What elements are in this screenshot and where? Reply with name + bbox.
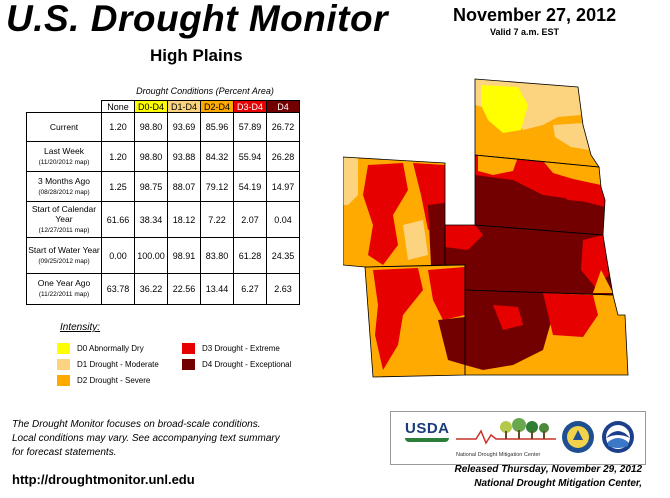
table-row: One Year Ago (11/22/2011 map) 63.78 36.22… [26,273,300,305]
valid-time: Valid 7 a.m. EST [490,27,560,37]
table-cell: 26.28 [266,141,300,172]
table-cell: 1.20 [101,141,135,172]
table-cell: 57.89 [233,112,267,142]
tree-logo-icon [456,418,556,445]
row-label: Last Week (11/20/2012 map) [26,141,102,172]
column-header-d4: D4 [266,100,300,113]
row-label: One Year Ago (11/22/2011 map) [26,273,102,305]
table-cell: 1.20 [101,112,135,142]
table-cell: 18.12 [167,201,201,238]
table-cell: 63.78 [101,273,135,305]
state-colorado [365,265,465,377]
legend-swatch [182,343,195,354]
usda-logo: USDA [405,420,449,450]
legend-item-d0: D0 Abnormally Dry [57,343,144,354]
table-cell: 36.22 [134,273,168,305]
column-header-none: None [101,100,135,113]
table-cell: 22.56 [167,273,201,305]
commerce-seal-icon [562,421,594,453]
page-title: U.S. Drought Monitor [6,0,388,39]
column-header-d0-d4: D0-D4 [134,100,168,113]
region-title: High Plains [150,46,243,65]
table-cell: 54.19 [233,171,267,202]
state-south-dakota [475,155,605,235]
legend-swatch [182,359,195,370]
table-cell: 83.80 [200,237,234,274]
table-cell: 84.32 [200,141,234,172]
table-cell: 98.80 [134,112,168,142]
table-cell: 88.07 [167,171,201,202]
row-label: Start of Water Year (09/25/2012 map) [26,237,102,274]
table-row: 3 Months Ago (08/28/2012 map) 1.25 98.75 … [26,171,300,202]
legend-item-d3: D3 Drought - Extreme [182,343,280,354]
table-cell: 100.00 [134,237,168,274]
state-north-dakota [475,79,599,167]
table-cell: 14.97 [266,171,300,202]
table-header-row: None D0-D4 D1-D4 D2-D4 D3-D4 D4 [26,100,300,113]
table-cell: 61.66 [101,201,135,238]
table-cell: 98.75 [134,171,168,202]
legend-item-d2: D2 Drought - Severe [57,375,150,386]
table-row: Start of Water Year (09/25/2012 map) 0.00… [26,237,300,274]
state-borders [343,78,629,378]
ndmc-logo: National Drought Mitigation Center [456,417,556,459]
table-cell: 2.07 [233,201,267,238]
state-wyoming [343,157,445,267]
legend-item-d1: D1 Drought - Moderate [57,359,159,370]
legend-swatch [57,343,70,354]
table-cell: 1.25 [101,171,135,202]
table-cell: 2.63 [266,273,300,305]
table-cell: 0.00 [101,237,135,274]
table-cell: 79.12 [200,171,234,202]
column-header-d3-d4: D3-D4 [233,100,267,113]
table-cell: 24.35 [266,237,300,274]
legend-label: D1 Drought - Moderate [77,360,159,369]
table-cell: 0.04 [266,201,300,238]
legend-title: Intensity: [60,322,101,333]
table-cell: 38.34 [134,201,168,238]
legend-label: D3 Drought - Extreme [202,344,280,353]
table-cell: 93.69 [167,112,201,142]
table-cell: 13.44 [200,273,234,305]
row-label: Current [26,112,102,142]
table-cell: 93.88 [167,141,201,172]
table-row: Start of Calendar Year (12/27/2011 map) 6… [26,201,300,238]
disclaimer-text: The Drought Monitor focuses on broad-sca… [12,419,280,458]
state-kansas [465,290,628,375]
table-cell: 55.94 [233,141,267,172]
table-corner [26,100,102,113]
row-label: Start of Calendar Year (12/27/2011 map) [26,201,102,238]
table-cell: 7.22 [200,201,234,238]
table-row: Last Week (11/20/2012 map) 1.20 98.80 93.… [26,141,300,172]
website-link[interactable]: http://droughtmonitor.unl.edu [12,472,195,487]
state-nebraska [445,225,613,295]
release-info: Released Thursday, November 29, 2012 Nat… [454,464,643,489]
table-cell: 98.91 [167,237,201,274]
drought-map [343,78,629,378]
legend-swatch [57,359,70,370]
table-caption: Drought Conditions (Percent Area) [136,86,274,96]
table-cell: 98.80 [134,141,168,172]
partner-logos: USDA National Drought Mitigation Center [390,411,646,465]
column-header-d1-d4: D1-D4 [167,100,201,113]
table-cell: 85.96 [200,112,234,142]
map-date: November 27, 2012 [453,5,617,25]
legend-label: D2 Drought - Severe [77,376,151,385]
column-header-d2-d4: D2-D4 [200,100,234,113]
legend-label: D0 Abnormally Dry [77,344,144,353]
legend-swatch [57,375,70,386]
table-cell: 6.27 [233,273,267,305]
row-label: 3 Months Ago (08/28/2012 map) [26,171,102,202]
legend-item-d4: D4 Drought - Exceptional [182,359,291,370]
noaa-logo-icon [602,421,634,453]
table-row: Current 1.20 98.80 93.69 85.96 57.89 26.… [26,112,300,142]
legend-label: D4 Drought - Exceptional [202,360,292,369]
table-cell: 61.28 [233,237,267,274]
drought-conditions-table: None D0-D4 D1-D4 D2-D4 D3-D4 D4 Current … [26,100,300,305]
table-cell: 26.72 [266,112,300,142]
